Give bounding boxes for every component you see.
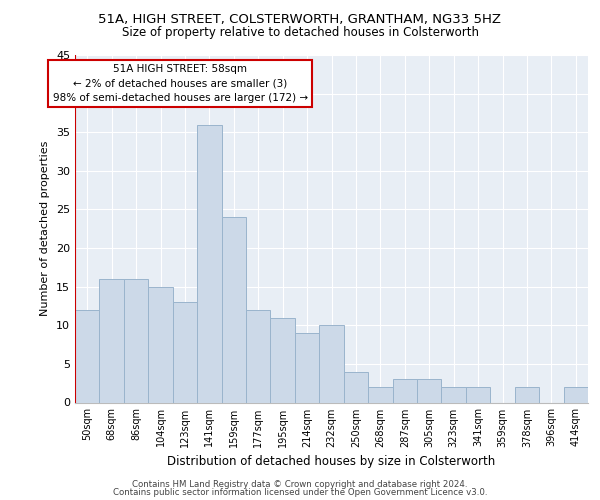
Text: 51A HIGH STREET: 58sqm
← 2% of detached houses are smaller (3)
98% of semi-detac: 51A HIGH STREET: 58sqm ← 2% of detached …: [53, 64, 308, 104]
Bar: [442, 387, 466, 402]
Bar: [319, 326, 344, 402]
Bar: [197, 124, 221, 402]
Bar: [295, 333, 319, 402]
Bar: [148, 286, 173, 403]
Text: Size of property relative to detached houses in Colsterworth: Size of property relative to detached ho…: [121, 26, 479, 39]
Bar: [221, 217, 246, 402]
Text: 51A, HIGH STREET, COLSTERWORTH, GRANTHAM, NG33 5HZ: 51A, HIGH STREET, COLSTERWORTH, GRANTHAM…: [98, 12, 502, 26]
Bar: [271, 318, 295, 402]
Bar: [392, 380, 417, 402]
Y-axis label: Number of detached properties: Number of detached properties: [40, 141, 50, 316]
Text: Contains HM Land Registry data © Crown copyright and database right 2024.: Contains HM Land Registry data © Crown c…: [132, 480, 468, 489]
Bar: [344, 372, 368, 402]
Bar: [368, 387, 392, 402]
Bar: [75, 310, 100, 402]
Bar: [246, 310, 271, 402]
Bar: [466, 387, 490, 402]
Bar: [124, 279, 148, 402]
Bar: [100, 279, 124, 402]
Bar: [563, 387, 588, 402]
Bar: [417, 380, 442, 402]
Bar: [515, 387, 539, 402]
Bar: [173, 302, 197, 402]
X-axis label: Distribution of detached houses by size in Colsterworth: Distribution of detached houses by size …: [167, 455, 496, 468]
Text: Contains public sector information licensed under the Open Government Licence v3: Contains public sector information licen…: [113, 488, 487, 497]
